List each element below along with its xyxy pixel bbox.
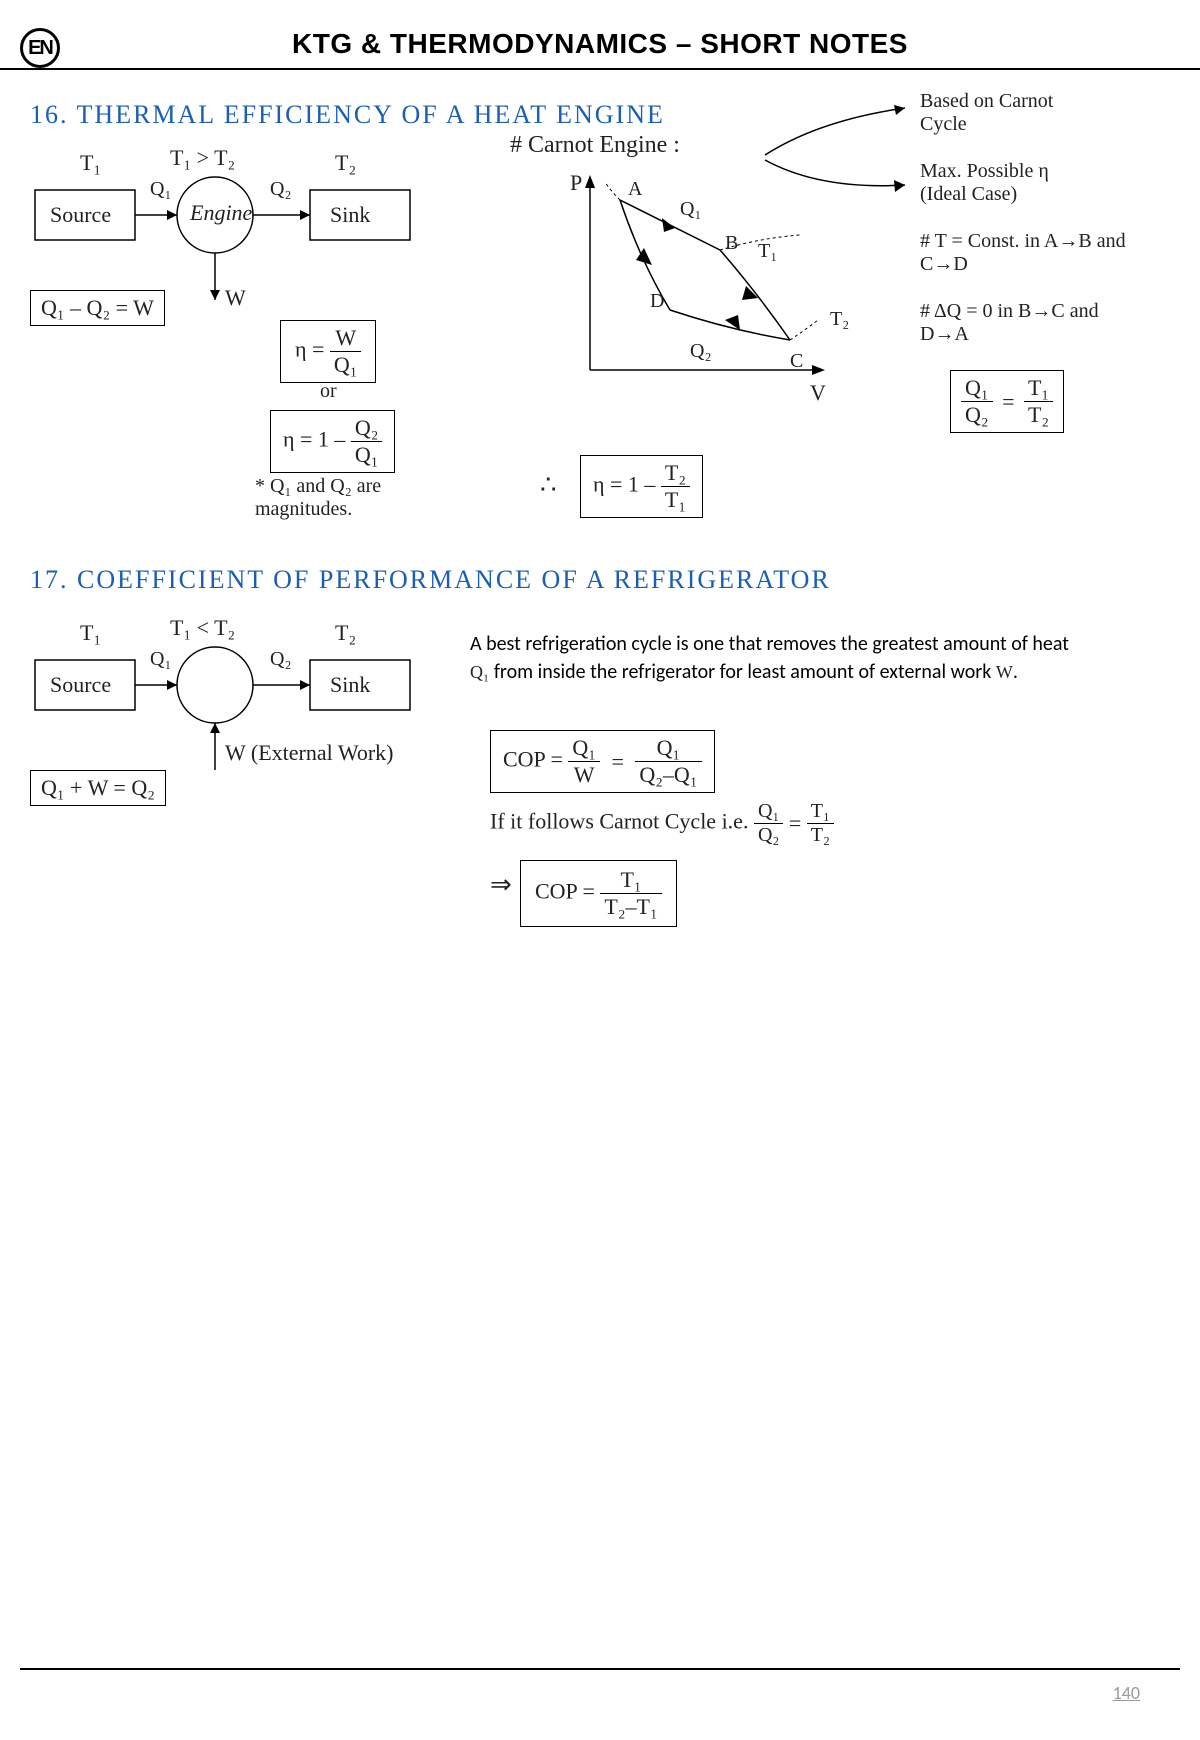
source-label: Source: [50, 202, 111, 228]
eff3-num: T₂: [661, 460, 690, 487]
q1-17: Q₁: [150, 648, 171, 671]
pv-t1: T₁: [758, 240, 777, 263]
page-title: KTG & THERMODYNAMICS – SHORT NOTES: [0, 28, 1200, 60]
w-label: W: [225, 285, 246, 311]
page-number: 140: [1113, 1682, 1140, 1704]
eff2-den: Q₁: [351, 442, 383, 468]
pv-c: C: [790, 350, 803, 373]
eff1-den: Q₁: [330, 352, 362, 378]
or-text: or: [320, 380, 337, 403]
eff2-lhs: η = 1 –: [283, 427, 345, 452]
sink-17: Sink: [330, 672, 370, 698]
carnot-title: # Carnot Engine :: [510, 132, 680, 159]
page-header: EN KTG & THERMODYNAMICS – SHORT NOTES: [0, 20, 1200, 70]
cnd1: Q₂: [754, 824, 783, 847]
carnot-note-17: If it follows Carnot Cycle i.e. Q₁Q₂ = T…: [490, 800, 834, 847]
c1d1: W: [568, 762, 600, 788]
therefore: ∴: [540, 470, 557, 500]
eff3-lhs: η = 1 –: [593, 472, 655, 497]
pv-d: D: [650, 290, 664, 313]
cop2-box: COP = T₁T₂–T₁: [520, 860, 677, 927]
cond-16: T₁ > T₂: [170, 145, 235, 171]
c2n: T₁: [600, 867, 661, 894]
rn1: Q₁: [961, 375, 993, 402]
eff-box-2: η = 1 – Q₂Q₁: [270, 410, 395, 473]
carnot-note-a: Based on Carnot Cycle: [920, 90, 1080, 136]
source-17: Source: [50, 672, 111, 698]
cond-17: T₁ < T₂: [170, 615, 235, 641]
cnn2: T₁: [807, 800, 834, 824]
pv-v: V: [810, 380, 826, 406]
cn-text: If it follows Carnot Cycle i.e.: [490, 809, 748, 834]
eff-box-1: η = WQ₁: [280, 320, 376, 383]
pv-t2: T₂: [830, 308, 849, 331]
eff3-den: T₁: [661, 487, 690, 513]
eff2-num: Q₂: [351, 415, 383, 442]
c2d: T₂–T₁: [600, 894, 661, 920]
logo-badge: EN: [20, 28, 60, 68]
sink-label: Sink: [330, 202, 370, 228]
pv-q2: Q₂: [690, 340, 711, 363]
w-17: W (External Work): [225, 740, 405, 766]
ratio-box: Q₁Q₂ = T₁T₂: [950, 370, 1064, 433]
rd1: Q₂: [961, 402, 993, 428]
carnot-tconst: # T = Const. in A→B and C→D: [920, 230, 1140, 276]
eff1-lhs: η =: [295, 337, 324, 362]
q2-label: Q₂: [270, 178, 291, 201]
cnd2: T₂: [807, 824, 834, 847]
q1-inline: Q₁: [470, 662, 489, 682]
pv-b: B: [725, 232, 738, 255]
sec17-title: 17. COEFFICIENT OF PERFORMANCE OF A REFR…: [30, 565, 831, 595]
t2-label: T₂: [335, 150, 356, 176]
txt-b: from inside the refrigerator for least a…: [494, 660, 992, 684]
q1-label: Q₁: [150, 178, 171, 201]
t1-label: T₁: [80, 150, 101, 176]
q2-17: Q₂: [270, 648, 291, 671]
pv-p: P: [570, 170, 582, 196]
c1d2: Q₂–Q₁: [635, 762, 701, 788]
w-inline: W: [996, 662, 1013, 682]
txt-a: A best refrigeration cycle is one that r…: [470, 632, 1069, 656]
refrig-text: A best refrigeration cycle is one that r…: [470, 630, 1070, 686]
energy-box-16: Q₁ – Q₂ = W: [30, 290, 165, 326]
cop2-lhs: COP =: [535, 879, 595, 904]
c1n2: Q₁: [635, 735, 701, 762]
eff3-box: η = 1 – T₂T₁: [580, 455, 703, 518]
cnn1: Q₁: [754, 800, 783, 824]
sec16-title: 16. THERMAL EFFICIENCY OF A HEAT ENGINE: [30, 100, 665, 130]
arrow-17: ⇒: [490, 870, 512, 900]
engine-label: Engine: [190, 200, 252, 226]
energy-box-17: Q₁ + W = Q₂: [30, 770, 166, 806]
cop1-box: COP = Q₁W = Q₁Q₂–Q₁: [490, 730, 715, 793]
t2-17: T₂: [335, 620, 356, 646]
pv-q1: Q₁: [680, 198, 701, 221]
c1n1: Q₁: [568, 735, 600, 762]
eff1-num: W: [330, 325, 362, 352]
cop1-lhs: COP =: [503, 747, 563, 772]
rd2: T₂: [1024, 402, 1053, 428]
carnot-dq: # ΔQ = 0 in B→C and D→A: [920, 300, 1140, 346]
t1-17: T₁: [80, 620, 101, 646]
bottom-rule: [20, 1668, 1180, 1670]
rn2: T₁: [1024, 375, 1053, 402]
magnitudes-note: * Q₁ and Q₂ are magnitudes.: [255, 475, 475, 521]
carnot-note-b: Max. Possible η (Ideal Case): [920, 160, 1100, 206]
pv-a: A: [628, 178, 642, 201]
